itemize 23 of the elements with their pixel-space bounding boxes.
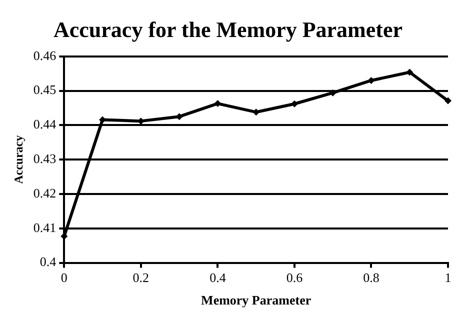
x-tick-label: 0.6 bbox=[286, 270, 304, 286]
y-tick-label: 0.41 bbox=[33, 220, 56, 235]
y-axis-title: Accuracy bbox=[11, 135, 26, 184]
chart-title: Accuracy for the Memory Parameter bbox=[54, 16, 403, 42]
y-tick-label: 0.4 bbox=[40, 254, 57, 270]
x-axis-title: Memory Parameter bbox=[201, 292, 312, 308]
x-tick-label: 0 bbox=[60, 270, 68, 286]
point bbox=[290, 100, 298, 108]
point bbox=[252, 108, 260, 116]
point bbox=[444, 97, 452, 104]
y-tick-label: 0.43 bbox=[33, 151, 56, 166]
y-tick-label: 0.45 bbox=[33, 82, 56, 98]
point bbox=[329, 89, 336, 96]
y-tick-label: 0.44 bbox=[33, 116, 57, 132]
y-tick-label: 0.46 bbox=[33, 48, 57, 63]
y-tick-label: 0.42 bbox=[33, 185, 56, 200]
x-tick-label: 1 bbox=[444, 270, 452, 286]
point bbox=[368, 76, 375, 84]
point bbox=[406, 68, 414, 76]
x-tick-label: 0.4 bbox=[210, 270, 226, 286]
x-tick-label: 0.2 bbox=[132, 270, 150, 286]
x-tick-label: 0.8 bbox=[363, 270, 380, 286]
point bbox=[214, 100, 222, 108]
